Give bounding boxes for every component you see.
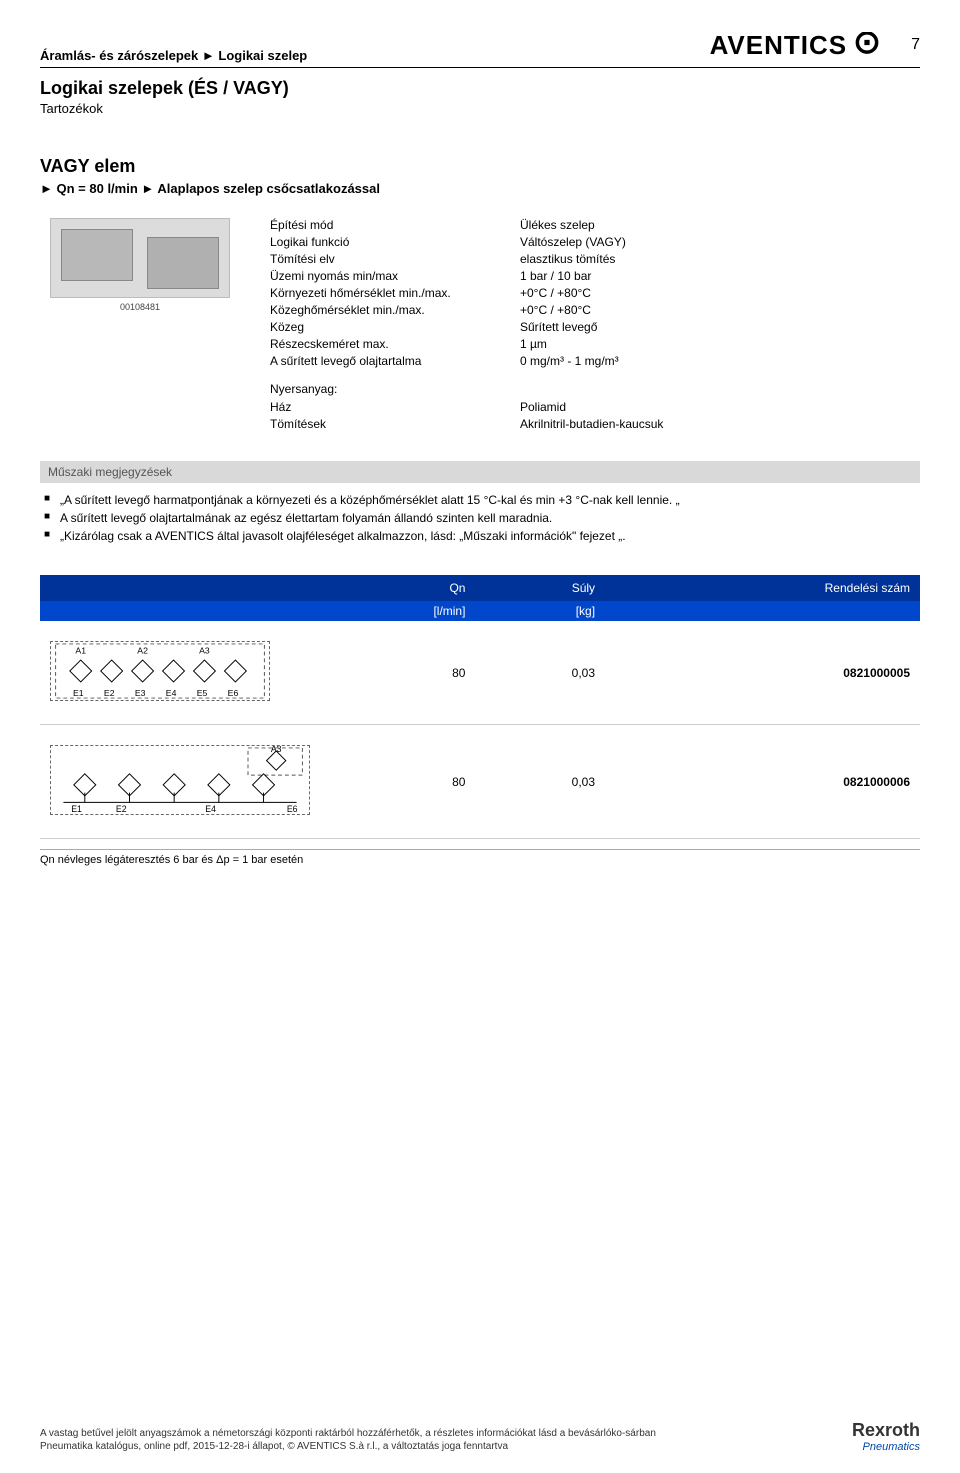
spec-value: Sűrített levegő <box>520 320 663 334</box>
spec-label: Részecskeméret max. <box>270 337 520 351</box>
breadcrumb: Áramlás- és zárószelepek ► Logikai szele… <box>40 48 307 63</box>
spec-label: A sűrített levegő olajtartalma <box>270 354 520 368</box>
spec-value: Váltószelep (VAGY) <box>520 235 663 249</box>
table-header <box>40 575 320 601</box>
brand-name: AVENTICS <box>710 30 848 61</box>
header-divider <box>40 67 920 68</box>
svg-text:E2: E2 <box>104 688 115 698</box>
order-number: 0821000006 <box>605 725 920 839</box>
schematic-diagram: A3 E1 E2 E4 E6 <box>50 745 310 815</box>
footer-line1: A vastag betűvel jelölt anyagszámok a né… <box>40 1427 656 1440</box>
materials-title: Nyersanyag: <box>270 382 663 396</box>
order-number: 0821000005 <box>605 621 920 725</box>
qn-value: 80 <box>320 621 475 725</box>
page-subtitle: Tartozékok <box>40 101 920 116</box>
spec-label: Közeg <box>270 320 520 334</box>
svg-text:E4: E4 <box>205 804 216 814</box>
table-footnote: Qn névleges légáteresztés 6 bar és Δp = … <box>40 849 920 866</box>
page-number: 7 <box>911 36 920 54</box>
svg-text:A1: A1 <box>75 646 86 656</box>
breadcrumb-arrow-icon: ► <box>202 48 215 63</box>
spec-value: elasztikus tömítés <box>520 252 663 266</box>
table-header: Súly <box>475 575 605 601</box>
product-subline: ► Qn = 80 l/min ► Alaplapos szelep csőcs… <box>40 181 920 196</box>
material-value: Akrilnitril-butadien-kaucsuk <box>520 417 663 431</box>
spec-label: Üzemi nyomás min/max <box>270 269 520 283</box>
svg-text:A2: A2 <box>137 646 148 656</box>
breadcrumb-right: Logikai szelep <box>218 48 307 63</box>
notes-header: Műszaki megjegyzések <box>40 461 920 483</box>
weight-value: 0,03 <box>475 621 605 725</box>
materials-table: HázPoliamid TömítésekAkrilnitril-butadie… <box>270 400 663 431</box>
brand-aventics-icon <box>853 32 881 60</box>
data-table: Qn Súly Rendelési szám [l/min] [kg] <box>40 575 920 839</box>
footer-line2: Pneumatika katalógus, online pdf, 2015-1… <box>40 1440 656 1453</box>
rexroth-sub: Pneumatics <box>852 1441 920 1453</box>
weight-value: 0,03 <box>475 725 605 839</box>
table-unit: [l/min] <box>320 601 475 621</box>
breadcrumb-left: Áramlás- és zárószelepek <box>40 48 198 63</box>
notes-list: „A sűrített levegő harmatpontjának a kör… <box>40 483 920 545</box>
rexroth-logo: Rexroth Pneumatics <box>852 1420 920 1453</box>
svg-text:A3: A3 <box>271 745 282 754</box>
svg-text:E4: E4 <box>166 688 177 698</box>
svg-text:E1: E1 <box>73 688 84 698</box>
spec-label: Közeghőmérséklet min./max. <box>270 303 520 317</box>
table-unit <box>605 601 920 621</box>
spec-label: Környezeti hőmérséklet min./max. <box>270 286 520 300</box>
material-label: Tömítések <box>270 417 520 431</box>
spec-value: 1 µm <box>520 337 663 351</box>
notes-item: A sűrített levegő olajtartalmának az egé… <box>44 509 916 527</box>
spec-label: Tömítési elv <box>270 252 520 266</box>
spec-value: 1 bar / 10 bar <box>520 269 663 283</box>
spec-value: +0°C / +80°C <box>520 286 663 300</box>
schematic-diagram: A1 A2 A3 E1 E2 E3 E4 E5 E6 <box>50 641 270 701</box>
notes-item: „A sűrített levegő harmatpontjának a kör… <box>44 491 916 509</box>
table-row: A3 E1 E2 E4 E6 80 0,03 0821000006 <box>40 725 920 839</box>
table-header: Qn <box>320 575 475 601</box>
material-value: Poliamid <box>520 400 663 414</box>
product-name: VAGY elem <box>40 156 920 177</box>
arrow-icon: ► <box>40 181 53 196</box>
spec-value: +0°C / +80°C <box>520 303 663 317</box>
product-image <box>50 218 230 298</box>
product-sub1: Qn = 80 l/min <box>57 181 138 196</box>
table-unit: [kg] <box>475 601 605 621</box>
brand-logo: AVENTICS <box>710 30 882 61</box>
image-id: 00108481 <box>40 302 240 312</box>
svg-text:E1: E1 <box>71 804 82 814</box>
table-header: Rendelési szám <box>605 575 920 601</box>
spec-table: Építési módÜlékes szelep Logikai funkció… <box>270 218 663 368</box>
table-row: A1 A2 A3 E1 E2 E3 E4 E5 E6 80 0,03 08210… <box>40 621 920 725</box>
svg-text:E5: E5 <box>197 688 208 698</box>
svg-text:E3: E3 <box>135 688 146 698</box>
svg-text:A3: A3 <box>199 646 210 656</box>
svg-text:E6: E6 <box>287 804 298 814</box>
table-unit <box>40 601 320 621</box>
svg-text:E6: E6 <box>228 688 239 698</box>
spec-value: 0 mg/m³ - 1 mg/m³ <box>520 354 663 368</box>
svg-text:E2: E2 <box>116 804 127 814</box>
qn-value: 80 <box>320 725 475 839</box>
notes-item: „Kizárólag csak a AVENTICS által javasol… <box>44 527 916 545</box>
material-label: Ház <box>270 400 520 414</box>
product-sub2: Alaplapos szelep csőcsatlakozással <box>157 181 380 196</box>
spec-label: Építési mód <box>270 218 520 232</box>
rexroth-name: Rexroth <box>852 1420 920 1441</box>
page-title: Logikai szelepek (ÉS / VAGY) <box>40 78 920 99</box>
spec-label: Logikai funkció <box>270 235 520 249</box>
page-footer: A vastag betűvel jelölt anyagszámok a né… <box>40 1420 920 1453</box>
spec-value: Ülékes szelep <box>520 218 663 232</box>
arrow-icon: ► <box>141 181 154 196</box>
